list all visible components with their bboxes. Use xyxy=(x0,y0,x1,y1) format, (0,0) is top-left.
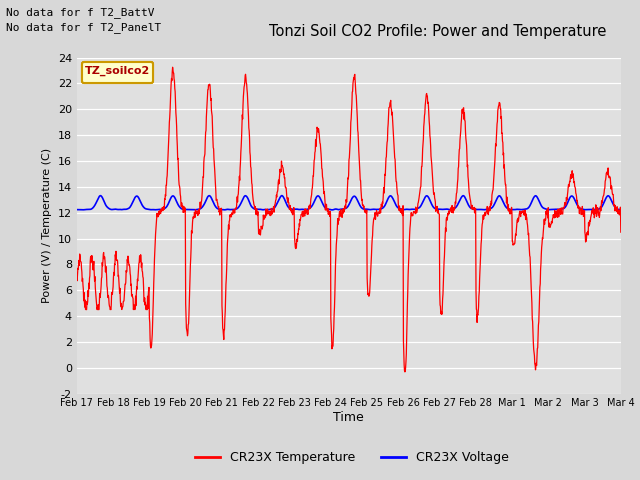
Text: No data for f T2_PanelT: No data for f T2_PanelT xyxy=(6,22,162,33)
X-axis label: Time: Time xyxy=(333,411,364,424)
Legend: CR23X Temperature, CR23X Voltage: CR23X Temperature, CR23X Voltage xyxy=(191,446,513,469)
Y-axis label: Power (V) / Temperature (C): Power (V) / Temperature (C) xyxy=(42,148,52,303)
Legend:  xyxy=(82,62,153,84)
Text: No data for f T2_BattV: No data for f T2_BattV xyxy=(6,7,155,18)
Text: Tonzi Soil CO2 Profile: Power and Temperature: Tonzi Soil CO2 Profile: Power and Temper… xyxy=(269,24,606,39)
